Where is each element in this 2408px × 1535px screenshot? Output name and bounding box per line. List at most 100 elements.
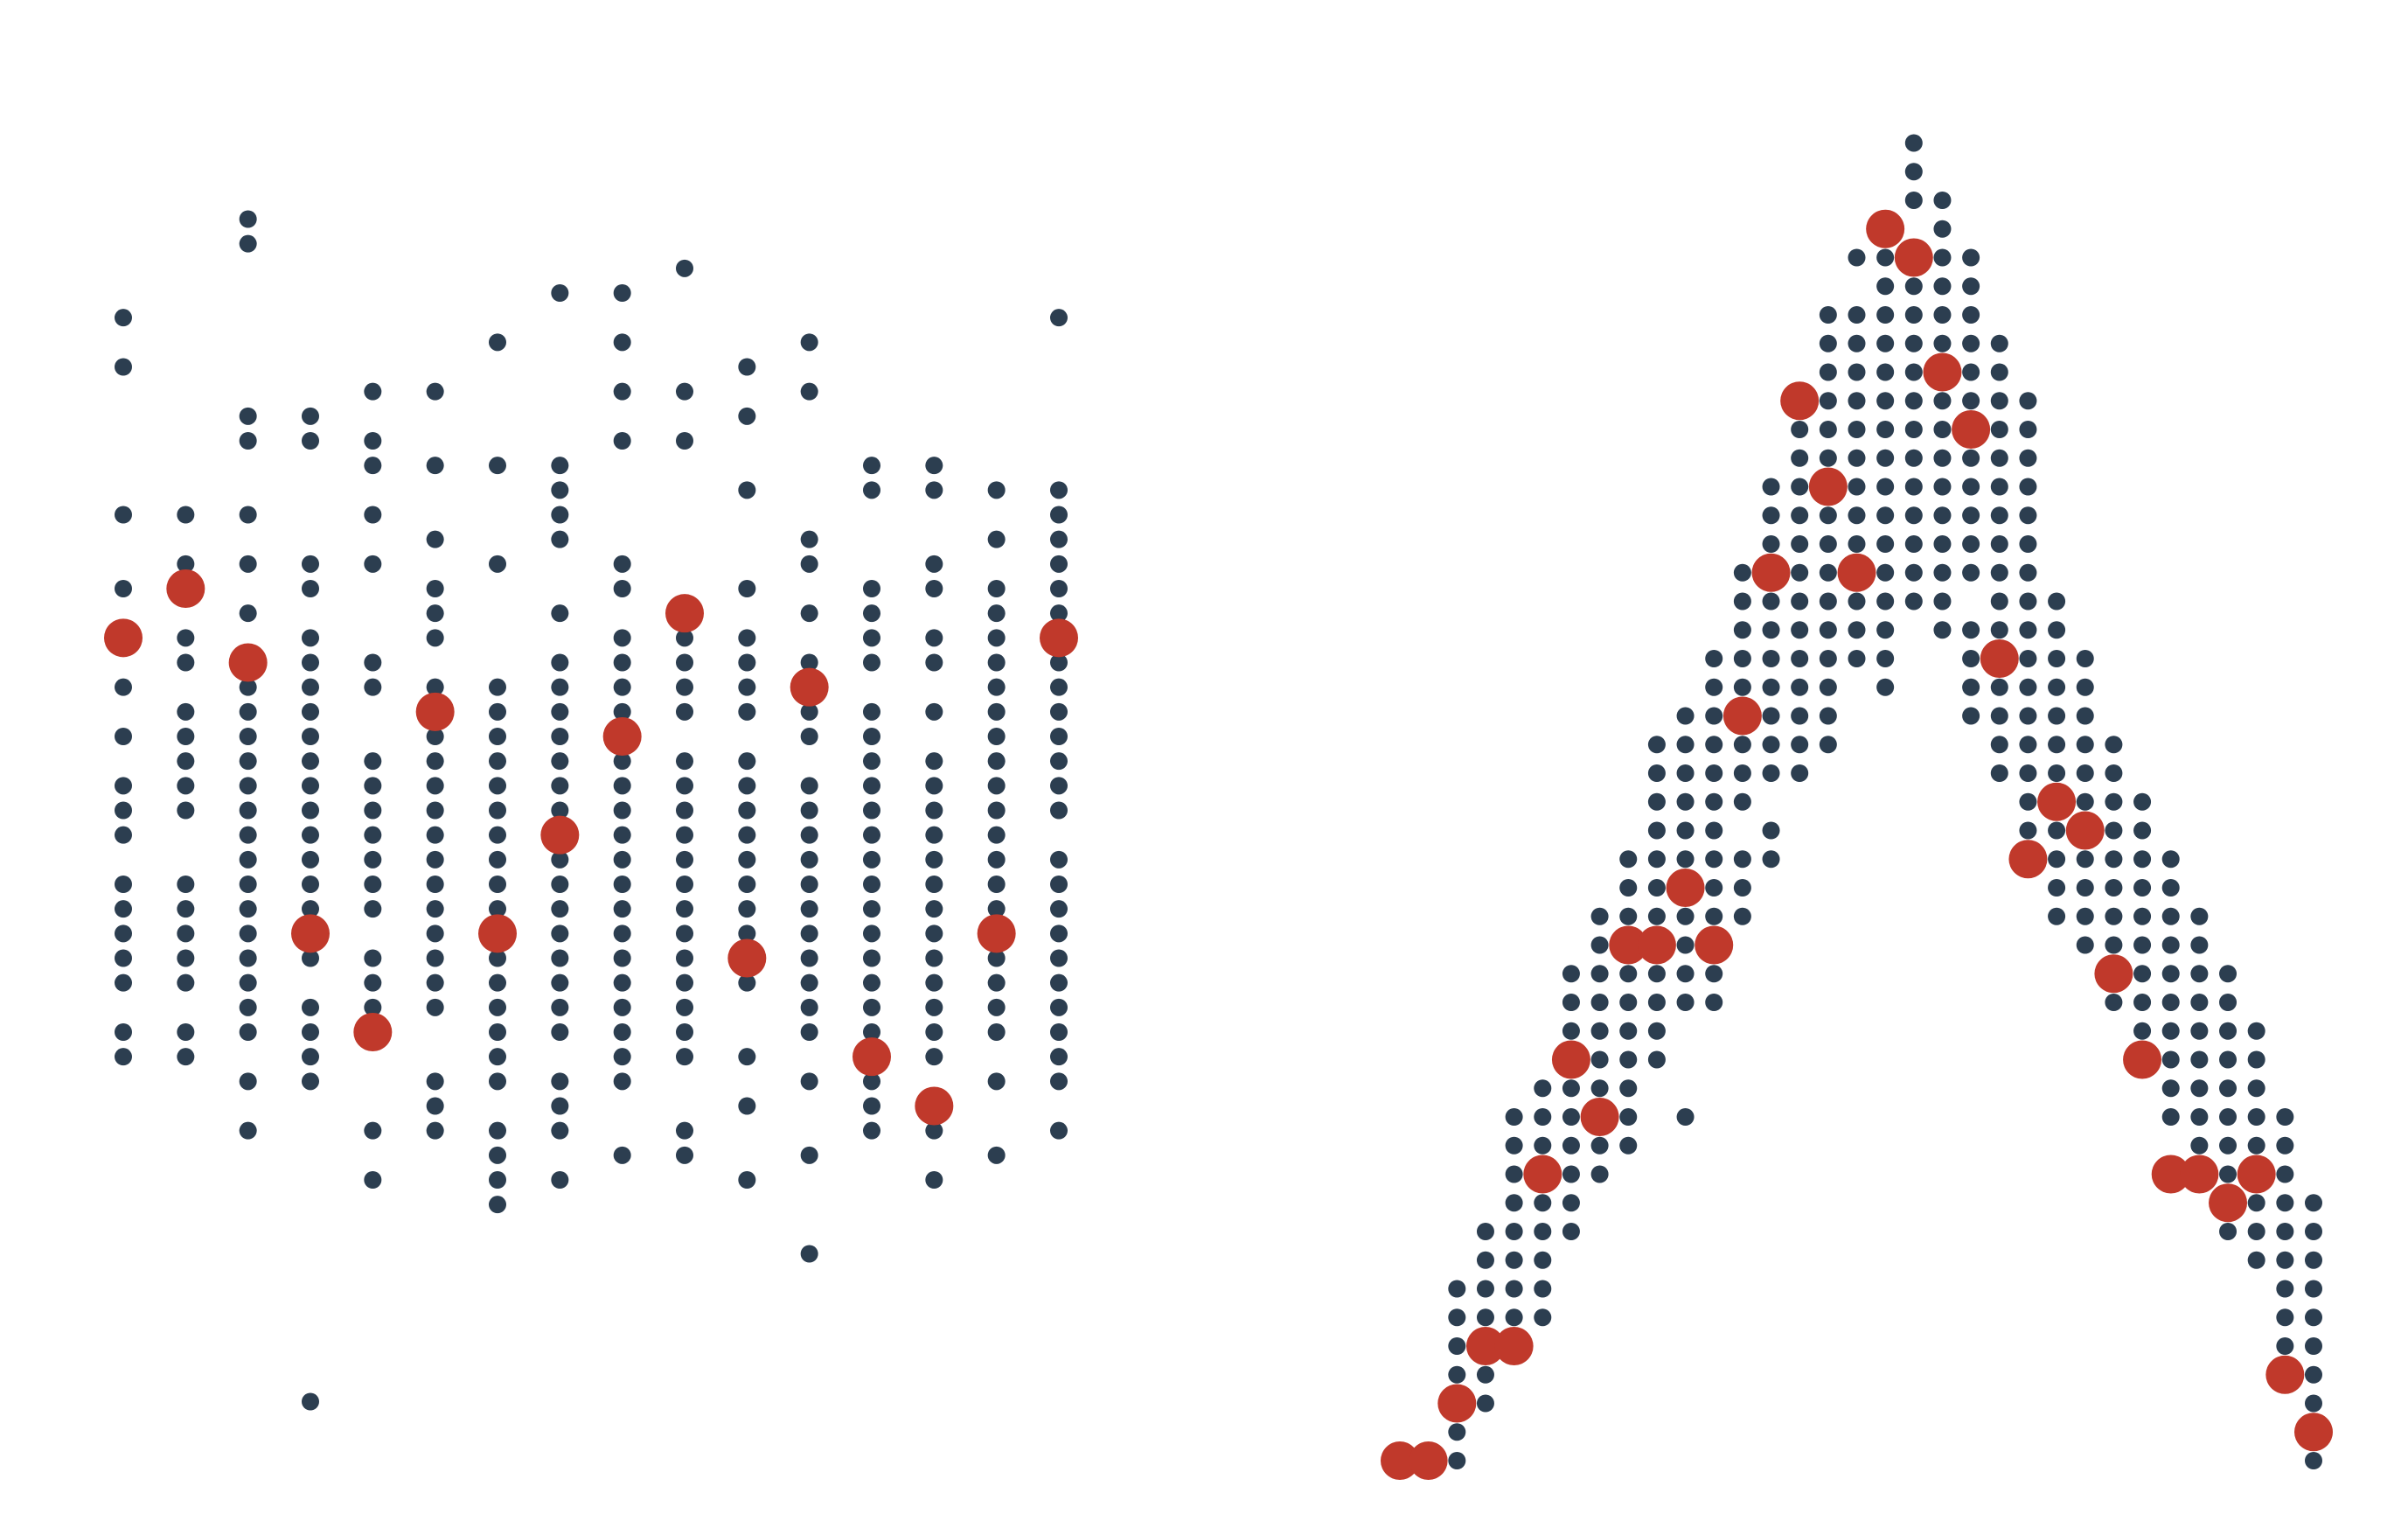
highlight-point [478, 914, 517, 953]
background-point [738, 900, 756, 918]
background-point [115, 801, 132, 820]
background-point [2161, 994, 2180, 1011]
background-point [2048, 907, 2066, 925]
background-point [2247, 1108, 2265, 1126]
background-point [239, 973, 257, 992]
background-point [925, 457, 943, 475]
background-point [1505, 1194, 1523, 1212]
background-point [987, 752, 1006, 771]
background-point [1933, 277, 1952, 296]
background-point [2019, 650, 2037, 667]
background-point [426, 678, 444, 696]
background-point [613, 653, 631, 672]
background-point [551, 653, 569, 672]
background-point [2105, 792, 2123, 811]
background-point [1476, 1223, 1494, 1240]
background-point [1933, 248, 1952, 267]
background-point [676, 1121, 693, 1140]
background-point [676, 752, 693, 771]
background-point [1791, 592, 1809, 611]
background-point [800, 801, 818, 820]
background-point [2305, 1223, 2322, 1240]
background-point [1876, 449, 1895, 467]
background-point [738, 653, 756, 672]
background-point [2019, 792, 2037, 811]
background-point [738, 752, 756, 771]
background-point [1990, 392, 2008, 410]
background-point [551, 481, 569, 499]
background-point [613, 900, 631, 918]
background-point [426, 752, 444, 771]
background-point [2276, 1223, 2294, 1240]
highlight-point [853, 1037, 891, 1077]
highlight-point [1952, 410, 1991, 449]
background-point [1505, 1136, 1523, 1155]
background-point [987, 949, 1006, 967]
right-scatter-panel [1381, 134, 2333, 1480]
highlight-point [915, 1086, 954, 1126]
background-point [1848, 650, 1866, 667]
background-point [302, 801, 319, 820]
background-point [1050, 530, 1068, 548]
background-point [863, 580, 880, 597]
background-point [489, 702, 506, 721]
background-point [1676, 821, 1695, 840]
background-point [115, 949, 132, 967]
background-point [1933, 563, 1952, 582]
background-point [1050, 876, 1068, 893]
background-point [800, 949, 818, 967]
background-point [1476, 1365, 1494, 1384]
background-point [551, 604, 569, 623]
background-point [738, 407, 756, 425]
background-point [177, 555, 195, 573]
background-point [1848, 621, 1866, 639]
background-point [2247, 1079, 2265, 1098]
background-point [2161, 936, 2180, 954]
background-point [738, 481, 756, 499]
highlight-point [1637, 925, 1676, 965]
background-point [115, 1048, 132, 1066]
background-point [1505, 1308, 1523, 1327]
background-point [1590, 1136, 1609, 1155]
background-point [613, 924, 631, 943]
background-point [1050, 604, 1068, 623]
background-point [551, 1171, 569, 1189]
background-point [1733, 736, 1751, 754]
background-point [1676, 994, 1695, 1011]
background-point [1733, 621, 1751, 639]
background-point [302, 555, 319, 573]
background-point [2133, 792, 2152, 811]
background-point [1050, 777, 1068, 795]
highlight-point [1609, 925, 1648, 965]
background-point [863, 481, 880, 499]
background-point [613, 1023, 631, 1041]
background-point [2076, 879, 2094, 897]
background-point [239, 826, 257, 844]
background-point [613, 1072, 631, 1091]
background-point [239, 777, 257, 795]
background-point [1505, 1251, 1523, 1269]
background-point [426, 629, 444, 647]
background-point [2305, 1251, 2322, 1269]
background-point [115, 728, 132, 745]
background-point [239, 1072, 257, 1091]
background-point [177, 1048, 195, 1066]
background-point [239, 1121, 257, 1140]
background-point [551, 850, 569, 869]
background-point [1762, 850, 1780, 869]
background-point [2161, 850, 2180, 869]
background-point [2019, 392, 2037, 410]
background-point [987, 653, 1006, 672]
background-point [676, 900, 693, 918]
highlight-point [2209, 1183, 2248, 1223]
background-point [489, 1048, 506, 1066]
background-point [1819, 650, 1837, 667]
background-point [800, 924, 818, 943]
background-point [2048, 621, 2066, 639]
background-point [1590, 1165, 1609, 1183]
highlight-point [1837, 553, 1876, 592]
highlight-point [1751, 553, 1791, 592]
background-point [1705, 994, 1723, 1011]
background-point [1050, 481, 1068, 499]
highlight-point [2265, 1355, 2305, 1394]
